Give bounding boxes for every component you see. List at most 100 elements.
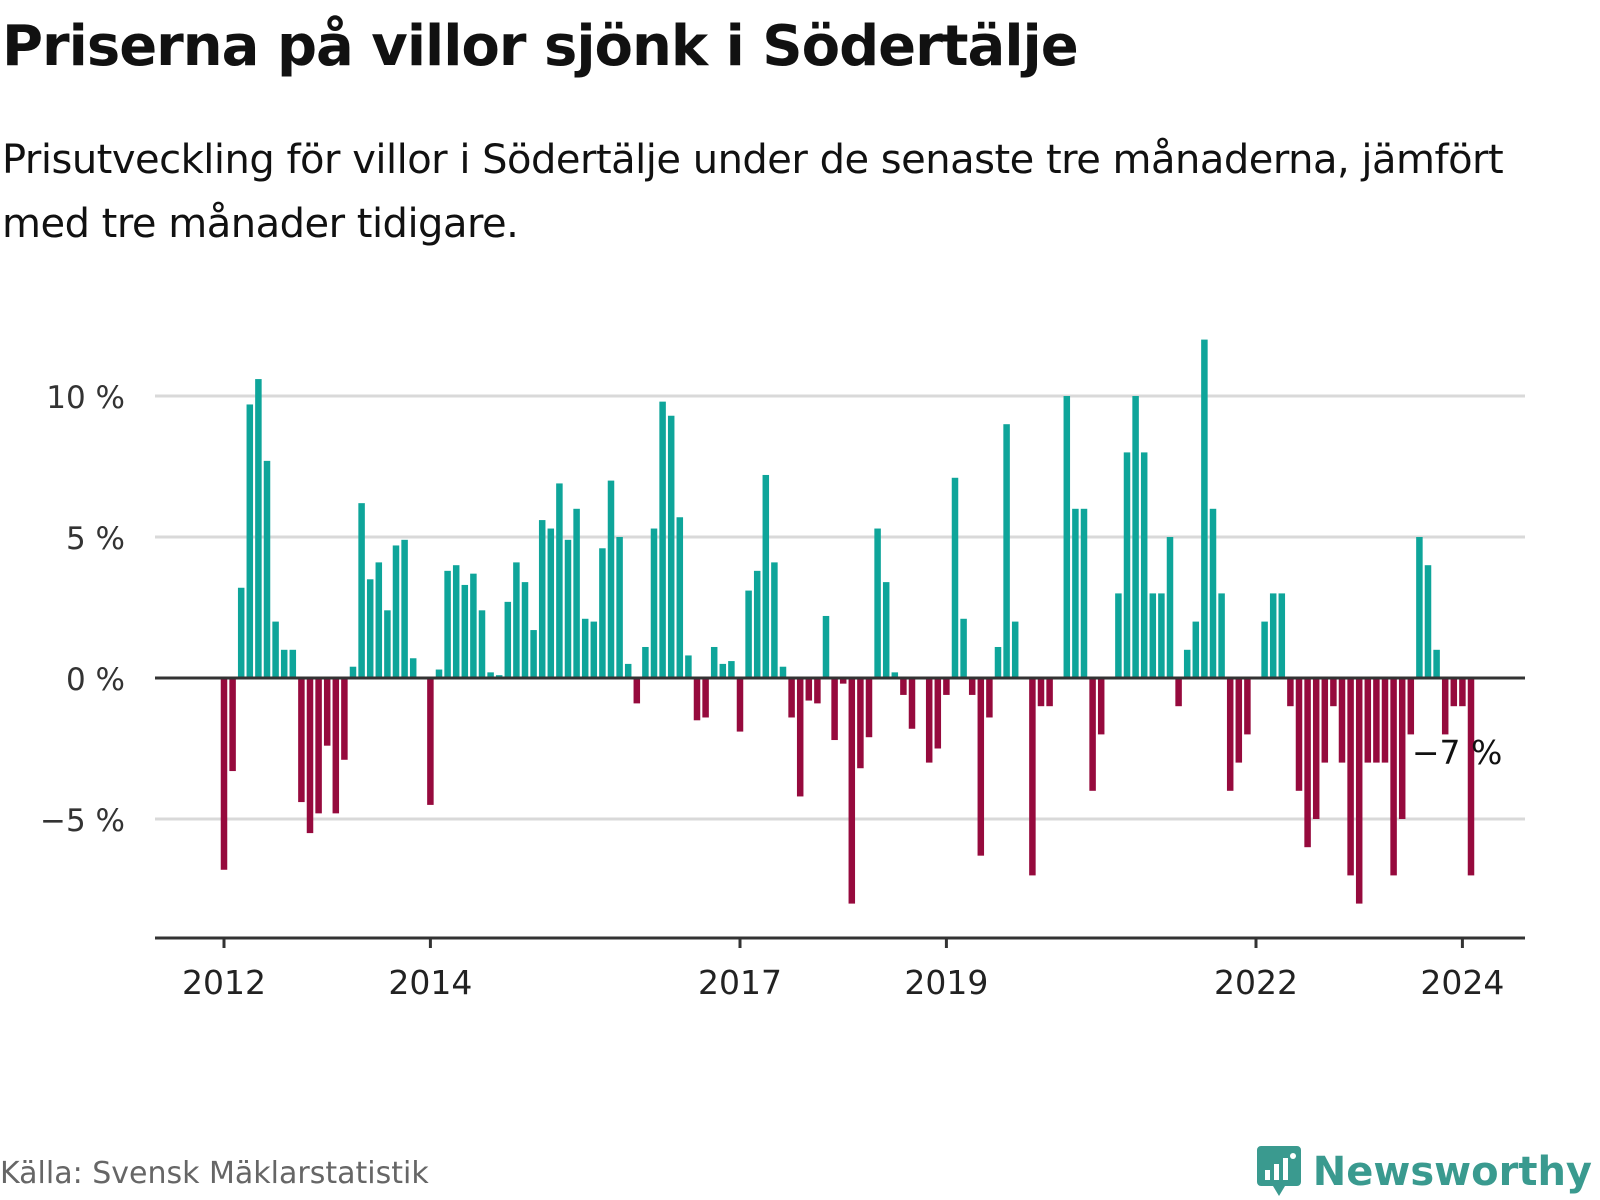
bar-2012-85 <box>951 477 959 678</box>
brand-logo: Newsworthy <box>1255 1144 1592 1200</box>
bar-2012-131 <box>1347 678 1354 876</box>
bar-2012-136 <box>1390 678 1397 876</box>
bar-2012-88 <box>977 678 985 856</box>
bar-2012-39 <box>556 483 563 678</box>
bar-2012-104 <box>1115 593 1122 678</box>
bar-2012-21 <box>401 539 408 678</box>
y-tick-label: 0 % <box>66 662 125 698</box>
bar-2012-27 <box>452 565 460 678</box>
bar-2012-31 <box>487 672 494 678</box>
bar-2012-61 <box>745 590 752 678</box>
bar-2012-65 <box>779 666 787 678</box>
bar-2012-126 <box>1304 678 1311 848</box>
bar-2012-30 <box>478 610 486 678</box>
bar-2012-87 <box>968 678 976 695</box>
chart-title: Priserna på villor sjönk i Södertälje <box>2 14 1079 79</box>
bar-2012-54 <box>685 655 692 678</box>
bar-2012-121 <box>1261 621 1268 678</box>
bar-2012-60 <box>736 678 744 732</box>
bar-2012-44 <box>599 548 606 678</box>
bar-2012-112 <box>1183 649 1191 678</box>
bar-2012-26 <box>444 570 451 678</box>
bar-2012-138 <box>1407 678 1415 735</box>
bar-2012-19 <box>384 610 391 678</box>
bar-2012-43 <box>590 621 598 678</box>
bar-2012-48 <box>633 678 641 704</box>
bar-2012-145 <box>1467 678 1475 876</box>
bar-2012-22 <box>409 658 417 678</box>
bar-2012-9 <box>298 678 305 803</box>
bar-2012-13 <box>332 678 340 814</box>
bar-2012-56 <box>702 678 709 718</box>
bar-2012-79 <box>900 678 907 695</box>
y-tick-label: 10 % <box>46 380 125 416</box>
bar-2012-63 <box>762 474 770 678</box>
bar-2012-29 <box>470 573 477 678</box>
bar-2012-66 <box>788 678 795 718</box>
bar-2012-50 <box>650 528 658 678</box>
y-tick-label: 5 % <box>66 521 125 557</box>
bar-2012-118 <box>1235 678 1243 763</box>
bar-2012-133 <box>1364 678 1372 763</box>
bar-2012-4 <box>255 379 262 678</box>
bar-2012-105 <box>1123 452 1131 678</box>
bar-2012-139 <box>1416 537 1423 678</box>
bar-2012-34 <box>513 562 520 678</box>
bar-2012-119 <box>1244 678 1251 735</box>
bar-2012-14 <box>341 678 348 760</box>
bar-2012-52 <box>667 415 675 678</box>
bar-2012-10 <box>306 678 314 834</box>
bar-2012-107 <box>1140 452 1148 678</box>
bar-2012-80 <box>908 678 916 729</box>
bar-2012-74 <box>857 678 864 769</box>
bar-2012-95 <box>1037 678 1045 707</box>
bar-2012-140 <box>1424 565 1432 678</box>
bar-2012-122 <box>1269 593 1277 678</box>
bar-2012-134 <box>1373 678 1380 763</box>
bar-2012-127 <box>1312 678 1320 819</box>
bar-2012-123 <box>1278 593 1286 678</box>
last-value-label: −7 % <box>1412 733 1503 772</box>
bar-2012-84 <box>943 678 950 695</box>
bar-2012-106 <box>1132 396 1139 678</box>
bar-2012-125 <box>1295 678 1303 791</box>
x-tick-label: 2022 <box>1214 963 1298 1002</box>
x-tick-label: 2017 <box>698 963 782 1002</box>
bar-2012-82 <box>925 678 933 763</box>
bar-2012-102 <box>1097 678 1105 735</box>
bar-2012-101 <box>1089 678 1096 791</box>
chart-subtitle: Prisutveckling för villor i Södertälje u… <box>2 137 1504 247</box>
bar-2012-89 <box>986 678 993 718</box>
x-tick-label: 2012 <box>182 963 266 1002</box>
bar-2012-25 <box>435 669 443 678</box>
bar-2012-94 <box>1029 678 1036 876</box>
bar-2012-142 <box>1441 678 1449 735</box>
bar-2012-68 <box>805 678 813 701</box>
bar-2012-99 <box>1072 508 1079 678</box>
bar-2012-73 <box>848 678 856 904</box>
bar-2012-57 <box>710 646 718 678</box>
bar-2012-72 <box>839 678 847 684</box>
bar-2012-35 <box>521 582 529 678</box>
bar-2012-36 <box>530 630 537 678</box>
bar-2012-67 <box>796 678 804 797</box>
bar-2012-100 <box>1080 508 1088 678</box>
bar-2012-116 <box>1218 593 1225 678</box>
bar-2012-130 <box>1338 678 1346 763</box>
bar-2012-37 <box>538 520 546 678</box>
bar-2012-132 <box>1355 678 1363 904</box>
bar-2012-41 <box>573 508 580 678</box>
bar-2012-114 <box>1201 339 1208 678</box>
bar-2012-111 <box>1175 678 1182 707</box>
bar-2012-8 <box>289 649 297 678</box>
bar-2012-15 <box>349 666 357 678</box>
bar-2012-129 <box>1330 678 1337 707</box>
bar-2012-90 <box>994 646 1002 678</box>
x-tick-label: 2014 <box>388 963 472 1002</box>
bar-2012-83 <box>934 678 942 749</box>
bar-2012-3 <box>246 404 254 678</box>
bar-2012-28 <box>461 584 469 678</box>
bars <box>220 339 1475 904</box>
bar-2012-59 <box>728 661 735 678</box>
